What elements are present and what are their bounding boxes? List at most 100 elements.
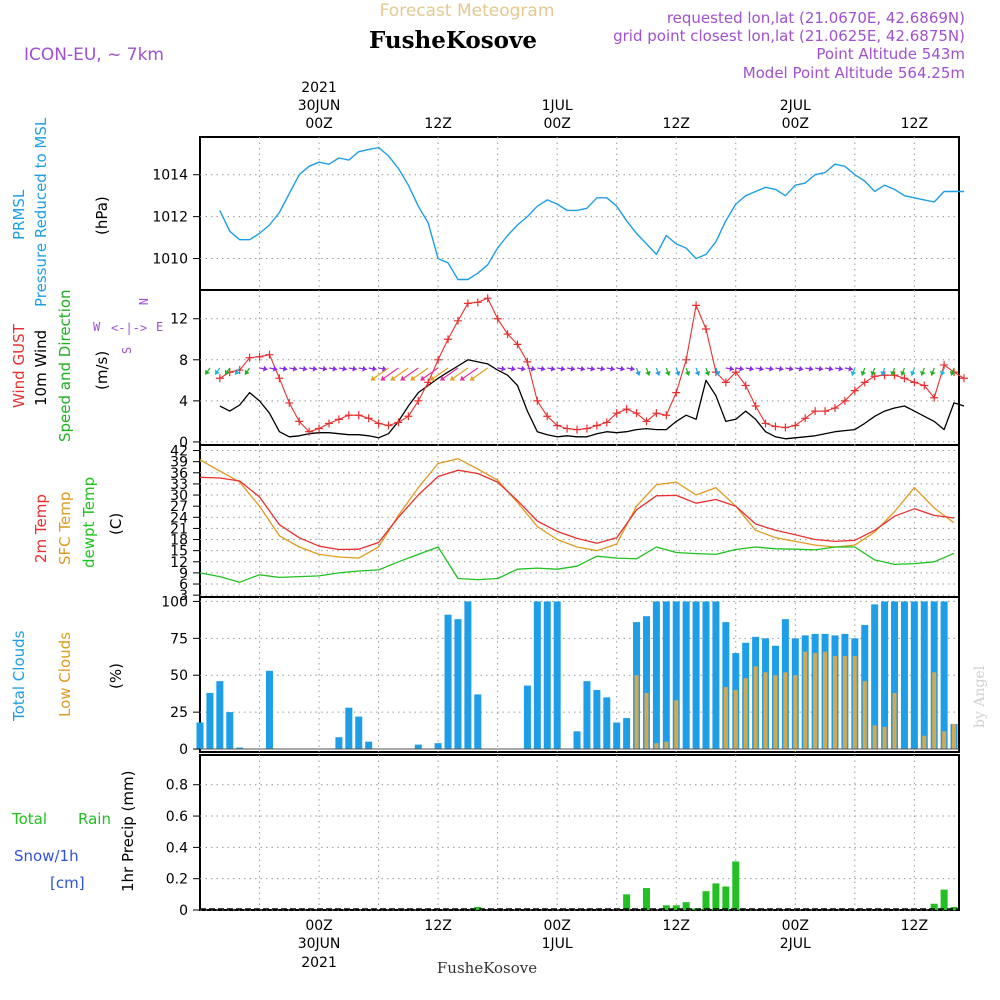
total-cloud-bar: [712, 601, 720, 750]
arrow-head: [263, 365, 268, 372]
ytick-label-precip: 0: [179, 903, 188, 919]
wind-direction-arrow: [279, 365, 288, 372]
total-cloud-bar: [206, 692, 214, 750]
temp-unit-label: (C): [107, 513, 125, 535]
wind-direction-arrow: [684, 367, 691, 376]
arrow-head: [322, 365, 328, 372]
wind-direction-arrow: [309, 365, 318, 372]
wind10m-line: [219, 359, 965, 440]
wind-direction-arrow: [576, 365, 586, 372]
low-cloud-bar: [922, 735, 927, 750]
ytick-label-clouds: 0: [179, 742, 188, 758]
compass-e: E: [156, 320, 163, 334]
gust-point: [860, 378, 869, 387]
arrow-head: [511, 365, 516, 372]
arrow-head: [501, 365, 506, 372]
wind-direction-arrow: [224, 367, 231, 375]
wind-direction-arrow: [939, 367, 946, 376]
total-cloud-bar: [613, 722, 621, 750]
total-cloud-bar: [335, 737, 343, 750]
arrow-head: [739, 365, 744, 372]
arrow-head: [674, 370, 681, 376]
bottom-date-label: 2JUL: [780, 936, 811, 952]
low-cloud-bar: [743, 678, 748, 750]
arrow-head: [292, 365, 298, 372]
gust-point: [811, 407, 820, 416]
total-cloud-bar: [434, 743, 442, 750]
wind-direction-arrow: [775, 365, 784, 372]
top-hour-label: 00Z: [782, 116, 809, 132]
ytick-label-temperature: 21: [170, 521, 188, 537]
total-cloud-bar: [692, 601, 700, 750]
wind-direction-arrow: [430, 367, 449, 381]
wind-direction-arrow: [370, 367, 389, 381]
arrow-head: [342, 365, 347, 372]
total-cloud-bar: [474, 694, 482, 750]
total-cloud-bar: [533, 601, 541, 750]
rain-label-rain: Rain: [78, 810, 111, 828]
wind-direction-arrow: [725, 365, 734, 372]
ytick-label-clouds: 100: [161, 594, 188, 610]
gust-point: [672, 388, 681, 397]
gust-point: [374, 419, 383, 428]
arrow-head: [848, 365, 853, 372]
top-hour-label: 00Z: [305, 116, 332, 132]
arrow-head: [380, 375, 386, 381]
gust-point: [622, 405, 631, 414]
arrow-head: [808, 365, 814, 372]
temp2m-label: 2m Temp: [32, 494, 50, 563]
footer-location: FusheKosove: [437, 959, 537, 977]
ytick-label-pressure: 1012: [152, 210, 188, 226]
bottom-date-label: 1JUL: [542, 936, 573, 952]
gust-point: [513, 340, 522, 349]
arrow-head: [450, 375, 456, 381]
low-cloud-bar: [892, 692, 897, 750]
wind-direction-arrow: [420, 367, 439, 381]
ytick-label-wind: 4: [179, 394, 188, 410]
arrow-head: [759, 365, 764, 372]
arrow-head: [838, 365, 843, 372]
total-cloud-bar: [642, 616, 650, 750]
low-cloud-bar: [763, 672, 768, 750]
total-cloud-bar: [345, 707, 353, 750]
arrow-head: [215, 369, 220, 375]
ytick-label-temperature: 24: [170, 510, 188, 526]
arrow-head: [664, 370, 671, 376]
top-date-label: 30JUN: [298, 98, 341, 114]
low-cloud-bar: [862, 681, 867, 750]
gust-point: [582, 424, 591, 433]
arrow-head: [460, 375, 466, 381]
wind-direction-arrow: [586, 365, 596, 372]
low-cloud-bar: [932, 672, 937, 750]
wind-direction-arrow: [318, 365, 328, 372]
rain-bar: [702, 891, 710, 910]
arrow-head: [704, 370, 711, 376]
total-cloud-bar: [891, 601, 899, 750]
requested-coords: requested lon,lat (21.0670E, 42.6869N): [667, 9, 965, 27]
low-cloud-bar: [852, 656, 857, 750]
wind-direction-arrow: [410, 367, 429, 381]
ytick-label-temperature: 36: [170, 466, 188, 482]
gust-point: [473, 298, 482, 307]
wind-direction-arrow: [469, 367, 489, 381]
arrow-head: [654, 370, 661, 376]
gust-point: [354, 411, 363, 420]
pressure-desc-label: Pressure Reduced to MSL: [32, 117, 50, 307]
gust-point: [463, 299, 472, 308]
low-cloud-bar: [832, 656, 837, 750]
wind-direction-arrow: [815, 365, 824, 372]
gust-point: [295, 417, 304, 426]
total-cloud-bar: [236, 747, 244, 750]
wind-direction-arrow: [745, 365, 754, 372]
ytick-label-clouds: 25: [170, 705, 188, 721]
wind-direction-arrow: [920, 367, 926, 376]
product-title: Forecast Meteogram: [380, 1, 555, 21]
low-cloud-bar: [882, 726, 887, 750]
low-cloud-bar: [952, 723, 957, 750]
ytick-label-clouds: 50: [170, 668, 188, 684]
gust-point: [384, 421, 393, 430]
point-altitude: Point Altitude 543m: [816, 45, 965, 63]
gust-point: [533, 396, 542, 405]
arrow-head: [920, 370, 926, 376]
